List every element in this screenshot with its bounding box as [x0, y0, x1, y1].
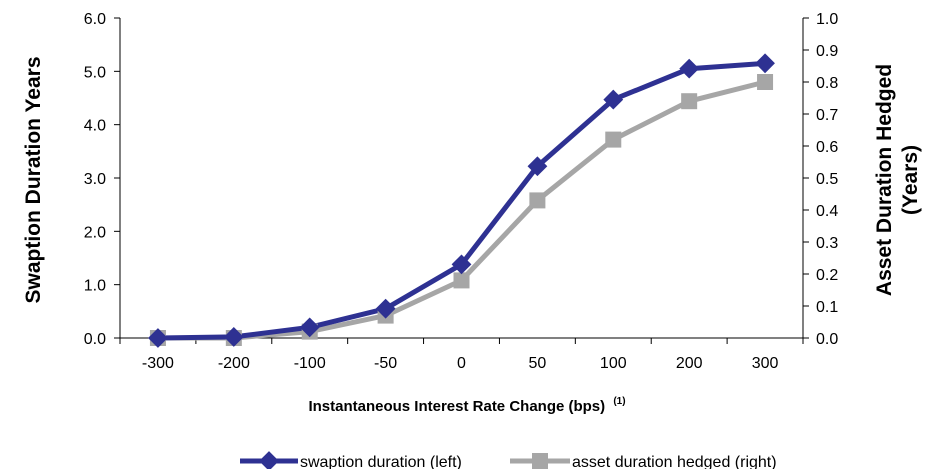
y-left-tick-label: 0.0: [84, 331, 106, 348]
data-point-swaption-duration: [299, 317, 320, 338]
y-right-tick-label: 0.7: [816, 107, 838, 124]
legend-label-swaption-duration: swaption duration (left): [300, 454, 462, 469]
y-right-tick-label: 0.4: [816, 203, 838, 220]
y-left-tick-label: 2.0: [84, 224, 106, 241]
x-tick-label: -300: [142, 355, 174, 372]
x-axis-title: Instantaneous Interest Rate Change (bps)…: [308, 396, 625, 415]
data-point-swaption-duration: [679, 58, 700, 79]
y-left-tick-label: 6.0: [84, 11, 106, 28]
x-tick-label: 300: [752, 355, 779, 372]
data-point-asset-duration-hedged: [529, 192, 546, 209]
data-point-swaption-duration: [603, 89, 624, 110]
x-axis-title-superscript: (1): [613, 396, 625, 407]
y-left-tick-label: 5.0: [84, 64, 106, 81]
x-tick-label: 100: [600, 355, 627, 372]
y-right-tick-label: 0.5: [816, 171, 838, 188]
y-left-tick-label: 4.0: [84, 118, 106, 135]
data-point-swaption-duration: [755, 53, 775, 74]
data-point-swaption-duration: [527, 156, 548, 177]
x-tick-label: -100: [294, 355, 326, 372]
series-line-asset-duration-hedged: [157, 79, 766, 341]
y-axis-title-right-line1: Asset Duration Hedged: [873, 64, 896, 296]
data-point-asset-duration-hedged: [453, 272, 470, 289]
y-right-tick-label: 0.9: [816, 43, 838, 60]
y-axis-title-left: Swaption Duration Years: [22, 56, 45, 303]
data-point-asset-duration-hedged: [605, 131, 622, 148]
x-tick-label: -50: [374, 355, 397, 372]
y-right-tick-label: 1.0: [816, 11, 838, 28]
legend-marker-square: [532, 453, 548, 469]
x-tick-label: -200: [218, 355, 250, 372]
y-right-tick-label: 0.1: [816, 299, 838, 316]
y-right-tick-label: 0.3: [816, 235, 838, 252]
y-left-tick-label: 3.0: [84, 171, 106, 188]
y-right-tick-label: 0.2: [816, 267, 838, 284]
series-line-swaption-duration: [157, 60, 766, 341]
data-point-swaption-duration: [375, 298, 396, 319]
x-tick-label: 50: [528, 355, 546, 372]
y-left-tick-label: 1.0: [84, 278, 106, 295]
x-axis-title-text: Instantaneous Interest Rate Change (bps): [308, 398, 605, 415]
legend-marker-diamond: [259, 451, 279, 469]
y-right-tick-label: 0.8: [816, 75, 838, 92]
data-point-asset-duration-hedged: [681, 93, 698, 110]
legend: swaption duration (left) asset duration …: [240, 451, 777, 469]
legend-label-asset-duration-hedged: asset duration hedged (right): [572, 454, 777, 469]
x-tick-label: 0: [457, 355, 466, 372]
y-right-tick-label: 0.6: [816, 139, 838, 156]
data-point-swaption-duration: [451, 254, 472, 275]
x-tick-label: 200: [676, 355, 703, 372]
data-point-asset-duration-hedged: [757, 74, 774, 90]
y-axis-title-right-line2: (Years): [899, 145, 922, 215]
y-right-tick-label: 0.0: [816, 331, 838, 348]
data-point-swaption-duration: [148, 328, 168, 348]
